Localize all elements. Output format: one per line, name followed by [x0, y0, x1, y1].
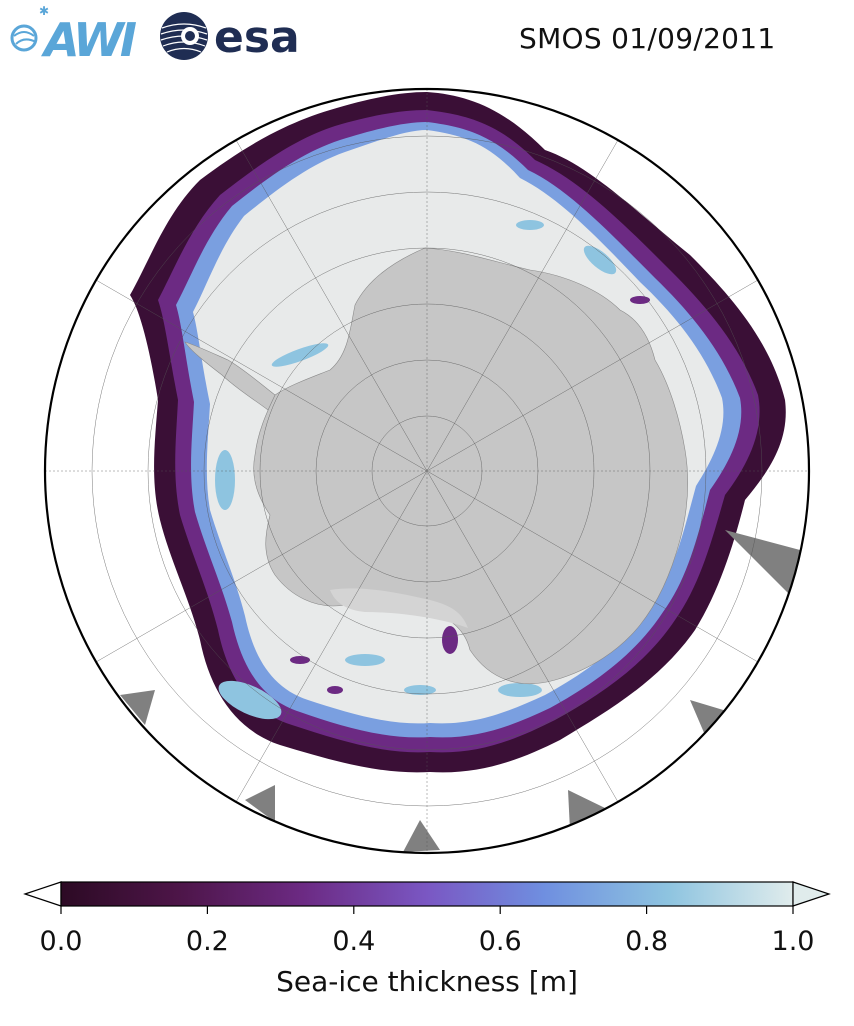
ice-shelf [330, 588, 468, 628]
missing-data [120, 530, 800, 852]
colorbar-tick-label: 0.8 [625, 926, 668, 957]
colorbar-label: Sea-ice thickness [m] [276, 965, 578, 998]
colorbar-tick-label: 1.0 [772, 926, 815, 957]
awi-logo: ✱ AWI [10, 6, 141, 66]
colorbar-extend-low [23, 881, 62, 907]
map-title: SMOS 01/09/2011 [519, 22, 776, 55]
colorbar-tick-label: 0.6 [479, 926, 522, 957]
sea-ice-dark-patches [290, 296, 650, 694]
svg-text:✱: ✱ [39, 6, 49, 18]
sea-ice-patches [215, 220, 617, 720]
awi-logo-text: AWI [41, 13, 137, 66]
antarctic-peninsula [184, 341, 276, 411]
colorbar: 0.0 0.2 0.4 0.6 0.8 1.0 Sea-ice thickness [m] [23, 881, 831, 998]
graticule [45, 89, 809, 853]
colorbar-ticks: 0.0 0.2 0.4 0.6 0.8 1.0 [40, 906, 815, 957]
colorbar-extend-high [792, 881, 831, 907]
esa-logo: esa [160, 12, 300, 63]
colorbar-tick-label: 0.2 [186, 926, 229, 957]
map-boundary [43, 87, 811, 855]
colorbar-tick-label: 0.0 [40, 926, 83, 957]
esa-logo-text: esa [214, 12, 300, 63]
map-area [45, 89, 809, 853]
colorbar-tick-label: 0.4 [332, 926, 375, 957]
colorbar-gradient [60, 881, 794, 907]
